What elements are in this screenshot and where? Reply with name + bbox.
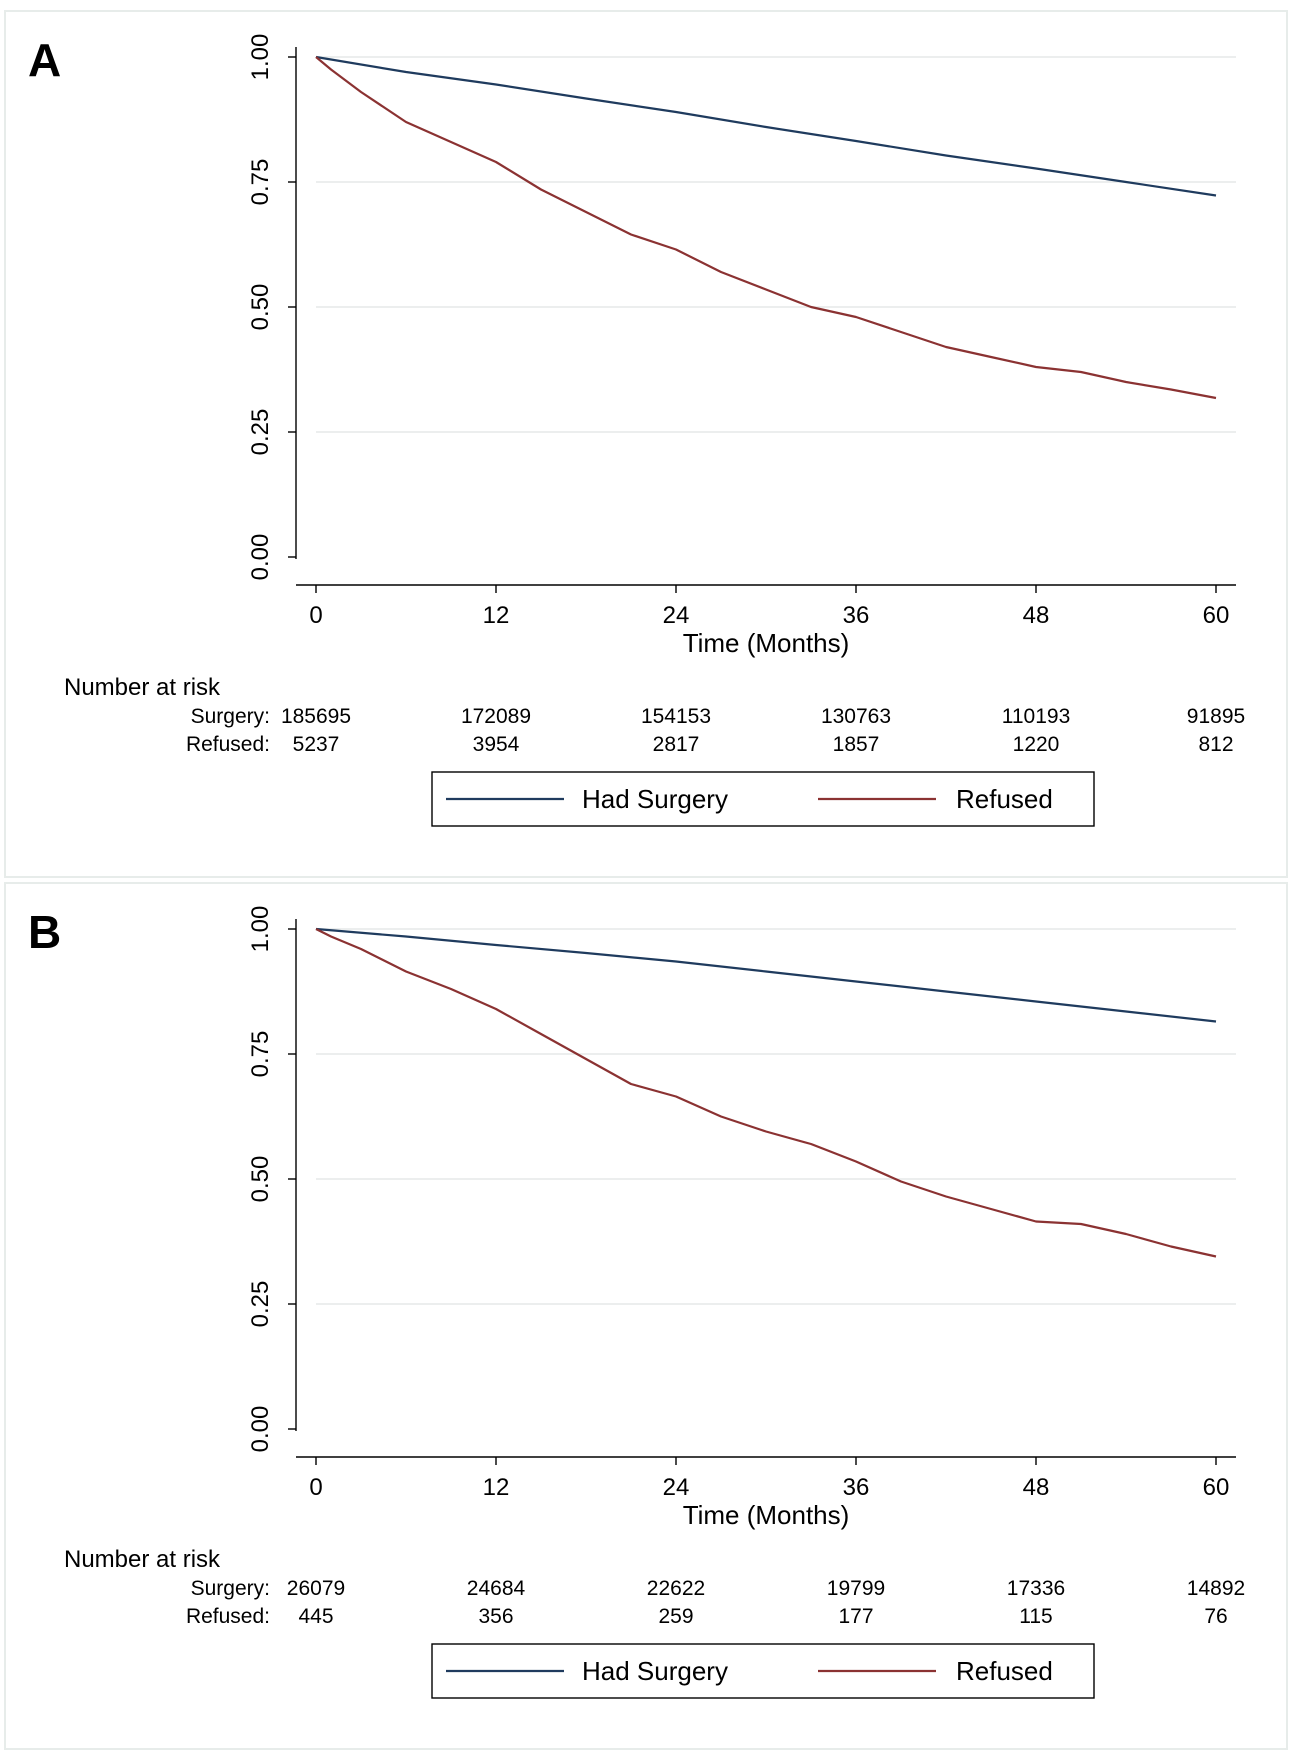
y-tick-label: 0.00 [247, 1406, 274, 1453]
x-tick-label: 12 [483, 1474, 510, 1501]
risk-value: 19799 [827, 1577, 885, 1600]
risk-value: 24684 [467, 1577, 526, 1600]
x-tick-label: 24 [663, 602, 690, 629]
x-tick-label: 60 [1203, 602, 1230, 629]
y-tick-label: 0.25 [247, 1281, 274, 1328]
x-tick-label: 60 [1203, 1474, 1230, 1501]
risk-value: 259 [658, 1605, 693, 1628]
series-line-had-surgery [315, 55, 1217, 197]
chart-panel-b: B 0.00 0.25 0.50 0.75 1.00 0 12 24 36 48 60 Time (Mo… [4, 882, 1288, 1750]
series-line-refused [315, 56, 1217, 400]
x-tick-label: 48 [1023, 1474, 1050, 1501]
risk-value: 26079 [287, 1577, 345, 1600]
risk-value: 445 [298, 1605, 333, 1628]
x-tick-label: 36 [843, 1474, 870, 1501]
x-tick-label: 12 [483, 602, 510, 629]
risk-row-label: Refused: [186, 1605, 270, 1628]
risk-value: 185695 [281, 705, 351, 728]
y-tick-label: 1.00 [247, 34, 274, 81]
risk-value: 110193 [1002, 705, 1071, 728]
series-line-refused [315, 928, 1217, 1258]
km-plot-a: A 0.00 0.25 0.50 0.75 1.00 0 12 24 36 48 60 Time (Mo… [28, 34, 1245, 827]
x-axis-label: Time (Months) [683, 628, 850, 658]
legend-label: Had Surgery [582, 784, 728, 814]
chart-panel-a: A 0.00 0.25 0.50 0.75 1.00 0 12 24 36 48 60 Time (Mo… [4, 10, 1288, 878]
y-tick-label: 0.75 [247, 1031, 274, 1078]
risk-row-label: Surgery: [191, 1577, 270, 1600]
risk-value: 130763 [821, 705, 891, 728]
x-tick-label: 0 [309, 602, 322, 629]
km-plot-b: B 0.00 0.25 0.50 0.75 1.00 0 12 24 36 48 60 Time (Mo… [28, 906, 1245, 1699]
risk-value: 14892 [1187, 1577, 1245, 1600]
panel-label: A [28, 34, 61, 86]
x-tick-label: 48 [1023, 602, 1050, 629]
risk-value: 22622 [647, 1577, 705, 1600]
legend-label: Refused [956, 784, 1053, 814]
x-axis-label: Time (Months) [683, 1500, 850, 1530]
risk-value: 812 [1198, 733, 1233, 756]
x-tick-label: 36 [843, 602, 870, 629]
legend-label: Had Surgery [582, 1656, 728, 1686]
x-tick-label: 0 [309, 1474, 322, 1501]
risk-table-title: Number at risk [64, 674, 221, 701]
y-tick-label: 1.00 [247, 906, 274, 953]
panel-label: B [28, 906, 61, 958]
risk-table-title: Number at risk [64, 1546, 221, 1573]
y-tick-label: 0.50 [247, 1156, 274, 1203]
risk-value: 91895 [1187, 705, 1245, 728]
y-tick-label: 0.00 [247, 534, 274, 581]
risk-value: 76 [1204, 1605, 1227, 1628]
risk-value: 115 [1019, 1605, 1052, 1628]
risk-value: 154153 [641, 705, 711, 728]
risk-row-label: Refused: [186, 733, 270, 756]
risk-value: 177 [838, 1605, 873, 1628]
risk-row-label: Surgery: [191, 705, 270, 728]
risk-value: 172089 [461, 705, 531, 728]
risk-value: 5237 [293, 733, 340, 756]
risk-value: 3954 [473, 733, 520, 756]
risk-value: 2817 [653, 733, 700, 756]
risk-value: 17336 [1007, 1577, 1065, 1600]
y-tick-label: 0.25 [247, 409, 274, 456]
legend-label: Refused [956, 1656, 1053, 1686]
y-tick-label: 0.75 [247, 159, 274, 206]
y-tick-label: 0.50 [247, 284, 274, 331]
risk-value: 1220 [1013, 733, 1060, 756]
risk-value: 356 [478, 1605, 513, 1628]
x-tick-label: 24 [663, 1474, 690, 1501]
risk-value: 1857 [833, 733, 880, 756]
series-line-had-surgery [315, 927, 1217, 1023]
